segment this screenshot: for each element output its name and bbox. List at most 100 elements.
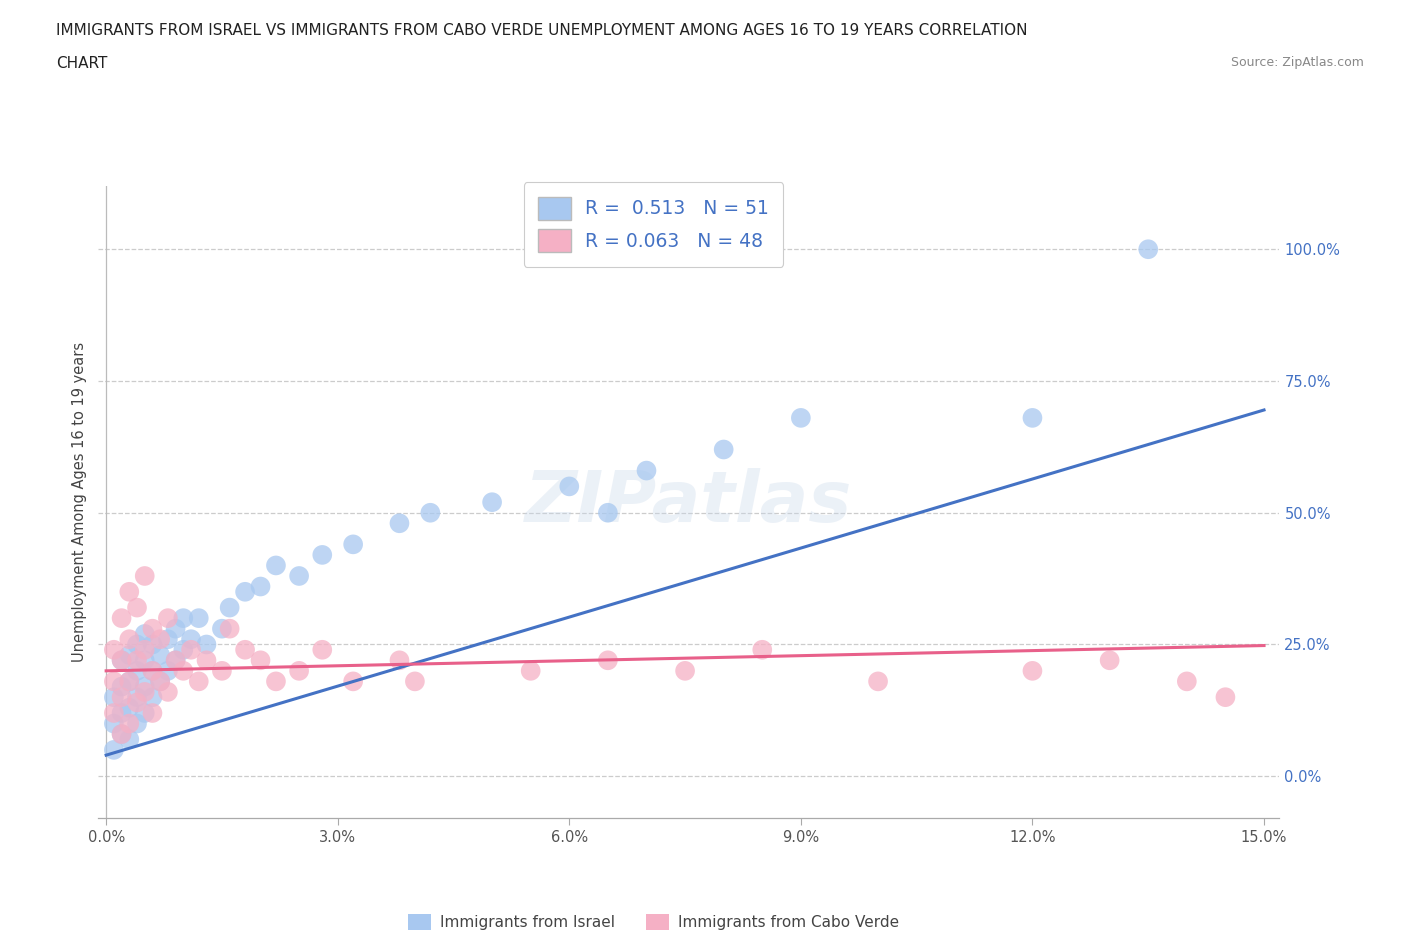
- Point: [118, 674, 141, 689]
- Point: [118, 674, 141, 689]
- Point: [558, 479, 581, 494]
- Point: [187, 674, 209, 689]
- Point: [342, 674, 364, 689]
- Point: [249, 579, 271, 594]
- Point: [103, 706, 125, 721]
- Point: [149, 674, 172, 689]
- Point: [195, 653, 218, 668]
- Point: [125, 690, 148, 705]
- Point: [110, 611, 132, 626]
- Point: [103, 674, 125, 689]
- Point: [156, 684, 179, 699]
- Point: [636, 463, 658, 478]
- Point: [233, 584, 256, 599]
- Point: [134, 706, 156, 721]
- Point: [172, 611, 194, 626]
- Point: [165, 653, 187, 668]
- Legend: Immigrants from Israel, Immigrants from Cabo Verde: Immigrants from Israel, Immigrants from …: [402, 909, 905, 930]
- Point: [1175, 674, 1198, 689]
- Point: [110, 706, 132, 721]
- Point: [165, 653, 187, 668]
- Point: [596, 505, 619, 520]
- Point: [187, 611, 209, 626]
- Text: IMMIGRANTS FROM ISRAEL VS IMMIGRANTS FROM CABO VERDE UNEMPLOYMENT AMONG AGES 16 : IMMIGRANTS FROM ISRAEL VS IMMIGRANTS FRO…: [56, 23, 1028, 38]
- Point: [156, 611, 179, 626]
- Point: [211, 621, 233, 636]
- Text: ZIPatlas: ZIPatlas: [526, 468, 852, 537]
- Point: [751, 643, 773, 658]
- Point: [125, 695, 148, 710]
- Point: [149, 647, 172, 662]
- Point: [141, 637, 163, 652]
- Point: [264, 558, 287, 573]
- Point: [118, 647, 141, 662]
- Point: [134, 568, 156, 583]
- Point: [519, 663, 541, 678]
- Point: [134, 627, 156, 642]
- Point: [141, 663, 163, 678]
- Point: [264, 674, 287, 689]
- Point: [1137, 242, 1160, 257]
- Point: [156, 663, 179, 678]
- Point: [141, 621, 163, 636]
- Point: [118, 700, 141, 715]
- Point: [342, 537, 364, 551]
- Point: [713, 442, 735, 457]
- Point: [249, 653, 271, 668]
- Point: [288, 663, 311, 678]
- Point: [1021, 663, 1043, 678]
- Point: [134, 679, 156, 694]
- Point: [118, 584, 141, 599]
- Point: [125, 653, 148, 668]
- Point: [388, 653, 411, 668]
- Point: [110, 690, 132, 705]
- Point: [218, 621, 240, 636]
- Text: CHART: CHART: [56, 56, 108, 71]
- Point: [110, 726, 132, 741]
- Point: [790, 410, 813, 425]
- Point: [673, 663, 696, 678]
- Point: [141, 690, 163, 705]
- Point: [134, 643, 156, 658]
- Point: [103, 742, 125, 757]
- Point: [103, 690, 125, 705]
- Point: [311, 643, 333, 658]
- Point: [1021, 410, 1043, 425]
- Point: [125, 637, 148, 652]
- Point: [388, 516, 411, 531]
- Point: [172, 663, 194, 678]
- Point: [156, 631, 179, 646]
- Point: [110, 653, 132, 668]
- Point: [134, 653, 156, 668]
- Point: [481, 495, 503, 510]
- Point: [1098, 653, 1121, 668]
- Point: [233, 643, 256, 658]
- Point: [103, 643, 125, 658]
- Point: [218, 600, 240, 615]
- Point: [868, 674, 890, 689]
- Point: [1215, 690, 1237, 705]
- Y-axis label: Unemployment Among Ages 16 to 19 years: Unemployment Among Ages 16 to 19 years: [72, 342, 87, 662]
- Point: [141, 706, 163, 721]
- Point: [149, 631, 172, 646]
- Point: [103, 716, 125, 731]
- Point: [180, 643, 202, 658]
- Point: [141, 663, 163, 678]
- Point: [165, 621, 187, 636]
- Point: [180, 631, 202, 646]
- Point: [118, 716, 141, 731]
- Point: [149, 674, 172, 689]
- Point: [211, 663, 233, 678]
- Point: [118, 732, 141, 747]
- Point: [172, 643, 194, 658]
- Point: [125, 716, 148, 731]
- Point: [125, 600, 148, 615]
- Point: [118, 631, 141, 646]
- Point: [110, 726, 132, 741]
- Text: Source: ZipAtlas.com: Source: ZipAtlas.com: [1230, 56, 1364, 69]
- Point: [596, 653, 619, 668]
- Point: [134, 684, 156, 699]
- Point: [288, 568, 311, 583]
- Point: [110, 679, 132, 694]
- Point: [419, 505, 441, 520]
